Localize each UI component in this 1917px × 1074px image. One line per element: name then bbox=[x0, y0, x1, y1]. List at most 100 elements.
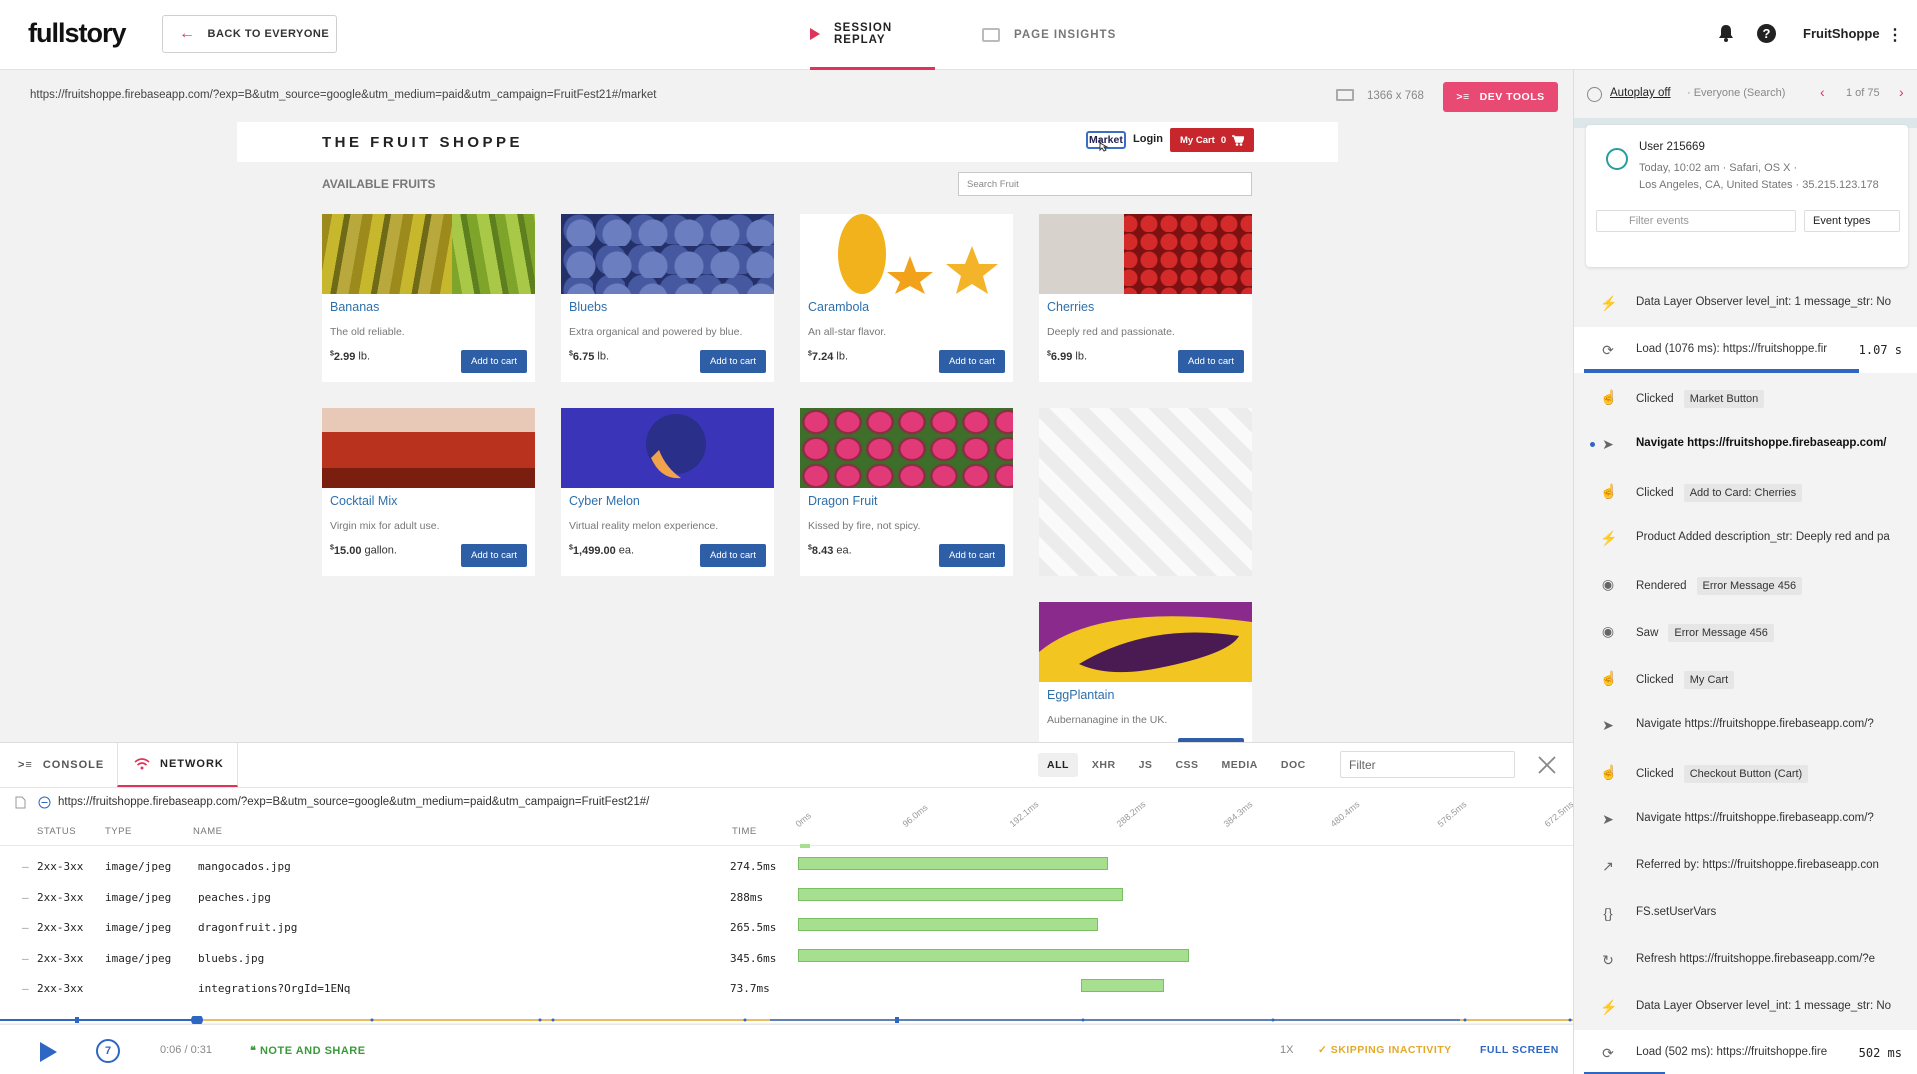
document-request[interactable]: https://fruitshoppe.firebaseapp.com/?exp… bbox=[0, 787, 1573, 815]
skipping-inactivity-toggle[interactable]: ✓ SKIPPING INACTIVITY bbox=[1318, 1044, 1452, 1056]
product-name[interactable]: Cherries bbox=[1047, 300, 1095, 314]
event-item[interactable]: ⚡ Data Layer Observer level_int: 1 messag… bbox=[1574, 984, 1917, 1030]
fullstory-logo[interactable]: fullstory bbox=[28, 18, 127, 48]
event-types-dropdown[interactable]: Event types bbox=[1804, 210, 1900, 232]
close-icon[interactable] bbox=[1536, 754, 1558, 776]
my-cart-button[interactable]: My Cart 0 bbox=[1170, 128, 1254, 152]
tab-network[interactable]: NETWORK bbox=[117, 743, 238, 787]
filter-doc[interactable]: DOC bbox=[1280, 759, 1306, 771]
page-insights-icon bbox=[982, 28, 1000, 42]
back-to-everyone-button[interactable]: ← BACK TO EVERYONE bbox=[162, 15, 337, 53]
full-screen-button[interactable]: FULL SCREEN bbox=[1480, 1044, 1559, 1056]
event-item[interactable]: ➤ Navigate https://fruitshoppe.firebaseap… bbox=[1574, 702, 1917, 748]
more-vertical-icon[interactable]: ⋮ bbox=[1887, 27, 1903, 44]
network-name: peaches.jpg bbox=[198, 890, 271, 904]
product-name[interactable]: Dragon Fruit bbox=[808, 494, 878, 508]
chevron-right-icon[interactable]: › bbox=[1899, 84, 1904, 100]
network-row[interactable]: 2xx-3xx image/jpeg dragonfruit.jpg 265.5ms – bbox=[0, 912, 1573, 942]
cart-icon bbox=[1232, 134, 1245, 146]
network-row[interactable]: 2xx-3xx image/jpeg mangocados.jpg 274.5ms – bbox=[0, 851, 1573, 881]
timing-bar bbox=[1080, 979, 1164, 992]
product-name[interactable]: EggPlantain bbox=[1047, 688, 1115, 702]
filter-js[interactable]: JS bbox=[1138, 759, 1153, 771]
network-filter-input[interactable]: Filter bbox=[1340, 751, 1515, 778]
event-item[interactable]: ◉ Saw Error Message 456 bbox=[1574, 608, 1917, 654]
network-status: 2xx-3xx bbox=[37, 921, 84, 934]
bell-icon[interactable] bbox=[1718, 24, 1734, 42]
add-to-cart-button[interactable]: Add to cart bbox=[1178, 350, 1244, 373]
add-to-cart-button[interactable]: Add to cart bbox=[939, 350, 1005, 373]
devtools-panel: >≡ CONSOLE NETWORK ALL XHR JS CSS MEDIA … bbox=[0, 742, 1575, 1023]
chevron-left-icon[interactable]: ‹ bbox=[1820, 84, 1825, 100]
current-url: https://fruitshoppe.firebaseapp.com/?exp… bbox=[30, 89, 657, 101]
user-meta: Today, 10:02 am · Safari, OS X · bbox=[1639, 162, 1798, 174]
event-item[interactable]: ↗ Referred by: https://fruitshoppe.fireba… bbox=[1574, 843, 1917, 889]
add-to-cart-button[interactable]: Add to cart bbox=[700, 350, 766, 373]
event-item[interactable]: ☝ Clicked My Cart bbox=[1574, 655, 1917, 701]
document-url: https://fruitshoppe.firebaseapp.com/?exp… bbox=[58, 796, 650, 808]
lightning-icon: ⚡ bbox=[1600, 529, 1618, 546]
network-row[interactable]: 2xx-3xx integrations?OrgId=1ENq 73.7ms – bbox=[0, 973, 1573, 1003]
filter-css[interactable]: CSS bbox=[1175, 759, 1199, 771]
event-item[interactable]: ⟳ Load (502 ms): https://fruitshoppe.fire… bbox=[1574, 1030, 1917, 1074]
cyber-melon-image bbox=[561, 408, 774, 488]
product-card: Dragon Fruit Kissed by fire, not spicy. … bbox=[800, 408, 1013, 576]
login-link[interactable]: Login bbox=[1133, 133, 1163, 145]
event-label: Data Layer Observer level_int: 1 message… bbox=[1636, 296, 1892, 308]
product-name[interactable]: Carambola bbox=[808, 300, 870, 314]
site-header: THE FRUIT SHOPPE Market Login My Cart 0 bbox=[237, 122, 1338, 162]
filter-all[interactable]: ALL bbox=[1038, 753, 1078, 777]
tab-session-replay[interactable]: SESSION REPLAY bbox=[810, 0, 935, 70]
add-to-cart-button[interactable]: Add to cart bbox=[939, 544, 1005, 567]
network-row[interactable]: 2xx-3xx image/jpeg peaches.jpg 288ms – bbox=[0, 882, 1573, 912]
event-item[interactable]: ↻ Refresh https://fruitshoppe.firebaseapp… bbox=[1574, 937, 1917, 983]
event-item[interactable]: ⚡ Data Layer Observer level_int: 1 messag… bbox=[1574, 280, 1917, 326]
tab-console[interactable]: >≡ CONSOLE bbox=[18, 743, 104, 787]
network-time: 274.5ms bbox=[730, 860, 777, 873]
filter-events-input[interactable]: Filter events bbox=[1596, 210, 1796, 232]
event-item[interactable]: ☝ Clicked Add to Card: Cherries bbox=[1574, 468, 1917, 514]
event-text: Navigate https://fruitshoppe.firebaseapp… bbox=[1636, 718, 1896, 730]
price-value: 2.99 bbox=[333, 350, 356, 363]
collapse-icon[interactable] bbox=[38, 796, 51, 809]
eye-icon: ◉ bbox=[1601, 623, 1615, 640]
add-to-cart-button[interactable]: Add to cart bbox=[461, 350, 527, 373]
product-name[interactable]: Cyber Melon bbox=[569, 494, 640, 508]
product-price: $6.99 lb. bbox=[1047, 350, 1087, 363]
event-item[interactable]: ◉ Rendered Error Message 456 bbox=[1574, 561, 1917, 607]
filter-xhr[interactable]: XHR bbox=[1091, 759, 1116, 771]
note-and-share-button[interactable]: ❝ NOTE AND SHARE bbox=[250, 1044, 366, 1057]
add-to-cart-button[interactable]: Add to cart bbox=[461, 544, 527, 567]
rewind-button[interactable]: 7 bbox=[96, 1039, 120, 1063]
org-name[interactable]: FruitShoppe bbox=[1803, 26, 1880, 41]
filter-media[interactable]: MEDIA bbox=[1221, 759, 1258, 771]
dev-tools-button[interactable]: >≡ DEV TOOLS bbox=[1443, 82, 1558, 112]
event-item[interactable]: ☝ Clicked Market Button bbox=[1574, 374, 1917, 420]
event-item[interactable]: ⚡ Product Added description_str: Deeply r… bbox=[1574, 515, 1917, 561]
event-item[interactable]: ☝ Clicked Checkout Button (Cart) bbox=[1574, 749, 1917, 795]
market-link[interactable]: Market bbox=[1086, 131, 1126, 149]
row-indent: – bbox=[22, 890, 29, 904]
add-to-cart-button[interactable]: Add to cart bbox=[1178, 738, 1244, 742]
autoplay-toggle[interactable]: Autoplay off bbox=[1610, 87, 1671, 99]
replay-timeline[interactable] bbox=[0, 1016, 1573, 1024]
tab-page-insights[interactable]: PAGE INSIGHTS bbox=[982, 0, 1116, 70]
pause-icon[interactable] bbox=[1587, 87, 1602, 102]
event-item[interactable]: {} FS.setUserVars bbox=[1574, 890, 1917, 936]
event-item[interactable]: ⟳ Load (1076 ms): https://fruitshoppe.fir… bbox=[1574, 326, 1917, 373]
event-item[interactable]: ➤ Navigate https://fruitshoppe.firebaseap… bbox=[1574, 796, 1917, 842]
session-pager: 1 of 75 bbox=[1846, 87, 1880, 99]
help-icon[interactable]: ? bbox=[1757, 24, 1776, 43]
event-item[interactable]: ➤ Navigate https://fruitshoppe.firebaseap… bbox=[1574, 421, 1917, 467]
product-name[interactable]: Bluebs bbox=[569, 300, 608, 314]
user-location: Los Angeles, CA, United States · 35.215.… bbox=[1639, 179, 1879, 191]
product-name[interactable]: Bananas bbox=[330, 300, 380, 314]
search-fruit-input[interactable]: Search Fruit bbox=[958, 172, 1252, 196]
play-button[interactable] bbox=[40, 1042, 57, 1062]
product-description: Aubernanagine in the UK. bbox=[1047, 714, 1168, 726]
user-name[interactable]: User 215669 bbox=[1639, 141, 1705, 153]
playback-speed[interactable]: 1X bbox=[1280, 1044, 1294, 1056]
network-row[interactable]: 2xx-3xx image/jpeg bluebs.jpg 345.6ms – bbox=[0, 943, 1573, 973]
add-to-cart-button[interactable]: Add to cart bbox=[700, 544, 766, 567]
product-name[interactable]: Cocktail Mix bbox=[330, 494, 398, 508]
